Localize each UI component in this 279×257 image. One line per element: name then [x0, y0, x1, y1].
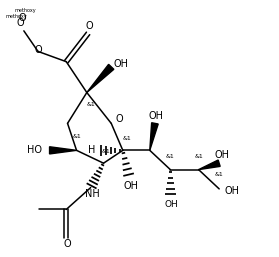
Text: O: O	[63, 239, 71, 249]
Text: OH: OH	[149, 111, 164, 121]
Text: &1: &1	[72, 134, 81, 139]
Text: NH: NH	[85, 189, 100, 199]
Text: O: O	[16, 18, 24, 28]
Text: &1: &1	[166, 154, 175, 159]
Text: O: O	[35, 45, 42, 55]
Text: OH: OH	[214, 151, 229, 160]
Text: &1: &1	[215, 172, 223, 177]
Text: H: H	[88, 145, 96, 154]
Polygon shape	[87, 64, 114, 93]
Text: HO: HO	[27, 145, 42, 155]
Text: O: O	[19, 13, 27, 23]
Text: &1: &1	[122, 136, 131, 141]
Polygon shape	[50, 147, 76, 154]
Text: O: O	[86, 21, 93, 31]
Text: methoxy: methoxy	[6, 14, 27, 19]
Text: OH: OH	[164, 200, 178, 209]
Text: &1: &1	[86, 102, 95, 107]
Text: &1: &1	[102, 149, 110, 154]
Text: OH: OH	[225, 187, 240, 196]
Text: O: O	[115, 114, 123, 124]
Text: &1: &1	[194, 154, 203, 159]
Text: methoxy: methoxy	[14, 8, 36, 13]
Polygon shape	[150, 123, 158, 150]
Polygon shape	[199, 160, 220, 170]
Text: OH: OH	[114, 59, 129, 69]
Text: OH: OH	[123, 181, 138, 191]
